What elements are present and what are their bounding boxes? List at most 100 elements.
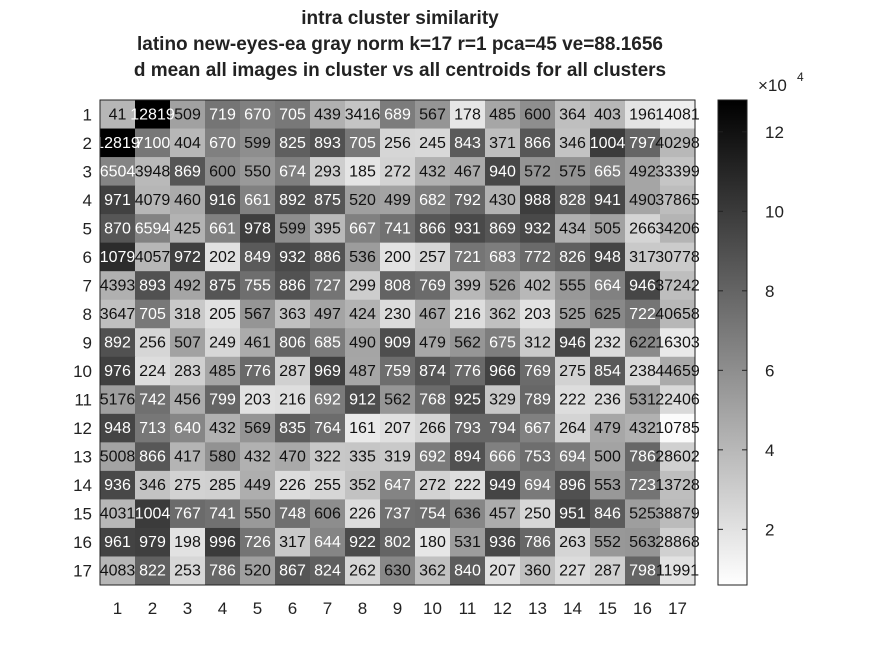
heatmap-cell-label: 552 xyxy=(594,534,621,551)
heatmap-cell xyxy=(555,470,591,500)
x-tick-label: 16 xyxy=(633,599,652,618)
heatmap-cell xyxy=(380,499,416,529)
heatmap-cell xyxy=(240,328,276,358)
heatmap-cell xyxy=(625,271,661,301)
heatmap-cell-label: 772 xyxy=(524,249,551,266)
heatmap-cell xyxy=(625,157,661,187)
heatmap-cell-label: 665 xyxy=(594,163,621,180)
heatmap-cell xyxy=(485,128,521,158)
heatmap-cell-label: 946 xyxy=(559,335,586,352)
heatmap-cell-labels: 41 12819 509 719 670 705 439 3416 689 567 178 485 60… xyxy=(95,106,700,579)
heatmap-cell-label: 432 xyxy=(209,420,236,437)
heatmap-cell xyxy=(135,271,171,301)
heatmap-cell-label: 896 xyxy=(559,477,586,494)
heatmap-cell xyxy=(450,242,486,272)
heatmap-cell-label: 754 xyxy=(419,506,446,523)
heatmap-cell-label: 531 xyxy=(454,534,481,551)
heatmap-cell xyxy=(625,556,661,586)
heatmap-cell xyxy=(275,470,311,500)
heatmap-cell-label: 694 xyxy=(559,449,586,466)
heatmap-cell xyxy=(520,470,556,500)
heatmap-cell-label: 40658 xyxy=(655,306,700,323)
heatmap-cell xyxy=(485,356,521,386)
heatmap-cell-label: 364 xyxy=(559,106,586,123)
x-tick-label: 5 xyxy=(253,599,262,618)
heatmap-cell-label: 226 xyxy=(349,506,376,523)
heatmap-cell xyxy=(590,128,626,158)
heatmap-cell xyxy=(345,527,381,557)
heatmap-cell-label: 497 xyxy=(314,306,341,323)
heatmap-cell-label: 262 xyxy=(349,563,376,580)
heatmap-cell xyxy=(205,157,241,187)
heatmap-cell-label: 525 xyxy=(559,306,586,323)
heatmap-cell xyxy=(100,299,136,329)
x-tick-label: 12 xyxy=(493,599,512,618)
heatmap-cell xyxy=(590,100,626,130)
heatmap-cell-label: 789 xyxy=(524,392,551,409)
heatmap-cell-label: 439 xyxy=(314,106,341,123)
heatmap-cell-label: 12819 xyxy=(95,135,140,152)
heatmap-cell-label: 4079 xyxy=(135,192,171,209)
heatmap-cell xyxy=(450,185,486,215)
heatmap-cell-label: 185 xyxy=(349,163,376,180)
heatmap-cell-label: 737 xyxy=(384,506,411,523)
heatmap-cell-label: 236 xyxy=(594,392,621,409)
heatmap-cell-label: 222 xyxy=(454,477,481,494)
heatmap-cell-label: 689 xyxy=(384,106,411,123)
heatmap-cell xyxy=(520,299,556,329)
heatmap-cell xyxy=(100,242,136,272)
heatmap-cell-label: 5008 xyxy=(100,449,136,466)
heatmap-cell xyxy=(100,100,136,130)
heatmap-cell-label: 253 xyxy=(174,563,201,580)
heatmap-cell-label: 948 xyxy=(594,249,621,266)
heatmap-cell-label: 178 xyxy=(454,106,481,123)
heatmap-cell-label: 854 xyxy=(594,363,621,380)
heatmap-cell-label: 599 xyxy=(244,135,271,152)
heatmap-cell xyxy=(310,100,346,130)
heatmap-cell xyxy=(415,527,451,557)
heatmap-cell xyxy=(555,356,591,386)
heatmap-cell xyxy=(170,185,206,215)
heatmap-cell-label: 971 xyxy=(104,192,131,209)
heatmap-cell-label: 909 xyxy=(384,335,411,352)
heatmap-cell xyxy=(100,328,136,358)
heatmap-cell-label: 319 xyxy=(384,449,411,466)
heatmap-cell xyxy=(100,470,136,500)
heatmap-cell-label: 692 xyxy=(419,449,446,466)
heatmap-cell xyxy=(345,271,381,301)
heatmap-cell-label: 456 xyxy=(174,392,201,409)
heatmap-cell-label: 562 xyxy=(454,335,481,352)
heatmap-cell xyxy=(205,385,241,415)
heatmap-cell xyxy=(135,128,171,158)
heatmap-cell-label: 264 xyxy=(559,420,586,437)
heatmap-cell xyxy=(415,214,451,244)
heatmap-cell-label: 892 xyxy=(279,192,306,209)
x-tick-label: 1 xyxy=(113,599,122,618)
heatmap-cell xyxy=(345,356,381,386)
heatmap-cell-label: 505 xyxy=(594,220,621,237)
heatmap-cell-label: 792 xyxy=(454,192,481,209)
heatmap-cell-label: 567 xyxy=(419,106,446,123)
heatmap-cell xyxy=(170,299,206,329)
heatmap-cell xyxy=(450,499,486,529)
heatmap-cell-label: 34206 xyxy=(655,220,700,237)
heatmap-cell xyxy=(345,413,381,443)
heatmap-cell xyxy=(520,413,556,443)
heatmap-cell-label: 492 xyxy=(174,277,201,294)
heatmap-cell-label: 948 xyxy=(104,420,131,437)
heatmap-cell-label: 28602 xyxy=(655,449,700,466)
colorbar-tick-label: 4 xyxy=(765,441,774,460)
heatmap-cell-label: 317 xyxy=(629,249,656,266)
heatmap-cell-label: 402 xyxy=(524,277,551,294)
heatmap-cell xyxy=(450,470,486,500)
heatmap-cell-label: 180 xyxy=(419,534,446,551)
heatmap-cell-label: 520 xyxy=(244,563,271,580)
heatmap-cell-label: 727 xyxy=(314,277,341,294)
x-tick-label: 14 xyxy=(563,599,582,618)
heatmap-cell xyxy=(240,100,276,130)
x-tick-label: 9 xyxy=(393,599,402,618)
chart-title: intra cluster similarity xyxy=(301,8,499,29)
heatmap-cell xyxy=(345,100,381,130)
heatmap-cell xyxy=(275,185,311,215)
heatmap-cell xyxy=(240,271,276,301)
